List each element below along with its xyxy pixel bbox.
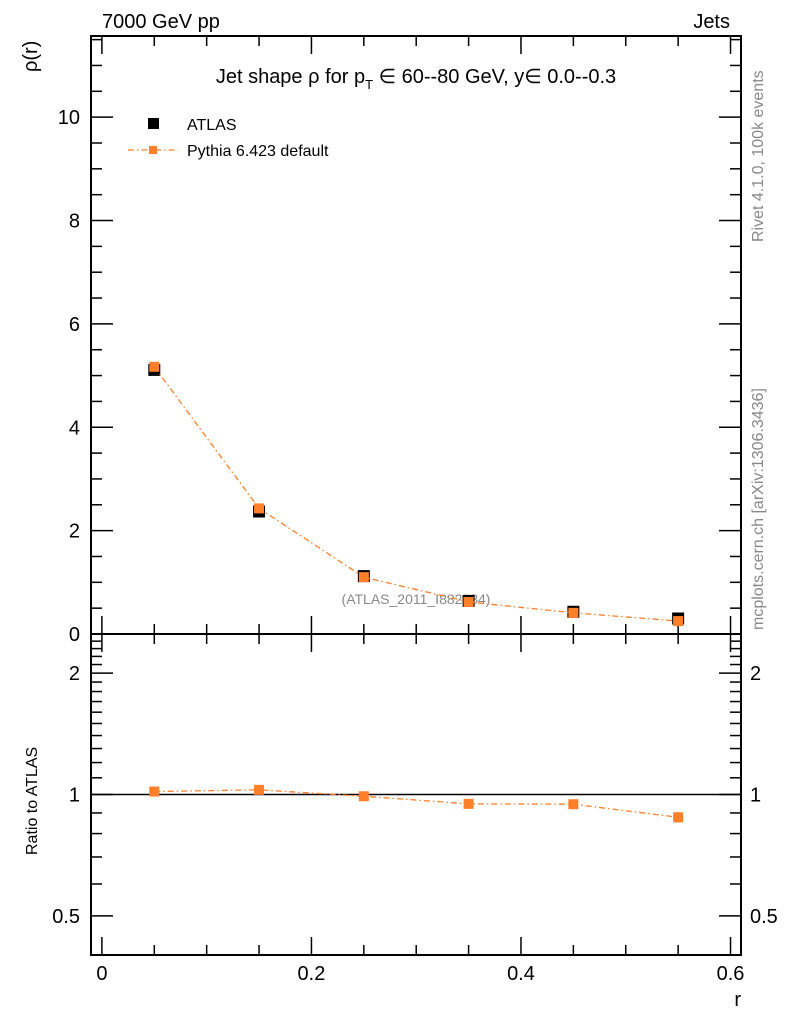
y-axis-label-ratio: Ratio to ATLAS (24, 747, 41, 855)
y-tick-label: 6 (69, 314, 80, 336)
legend-atlas-label: ATLAS (187, 117, 237, 134)
ratio-pythia-point (149, 786, 160, 797)
x-tick-label: 0.6 (717, 963, 745, 985)
legend-pythia-marker (149, 146, 157, 154)
ratio-y-tick-label-right: 2 (750, 663, 761, 685)
ratio-pythia-point (673, 812, 684, 823)
y-tick-label: 8 (69, 211, 80, 233)
x-tick-label: 0.2 (298, 963, 326, 985)
pythia-point (358, 572, 369, 583)
watermark: (ATLAS_2011_I882984) (342, 591, 491, 607)
ratio-pythia-point (358, 791, 369, 802)
side-label-mcplots: mcplots.cern.ch [arXiv:1306.3436] (750, 388, 767, 630)
pythia-point (149, 361, 160, 372)
x-axis-label: r (734, 989, 741, 1011)
legend: ATLAS Pythia 6.423 default (128, 117, 329, 160)
chart-title: Jet shape ρ for pT ∈ 60--80 GeV, y∈ 0.0-… (216, 66, 616, 92)
ratio-pythia-point (254, 784, 265, 795)
ratio-y-tick-label: 0.5 (52, 906, 80, 928)
ratio-y-tick-label-right: 0.5 (750, 906, 778, 928)
ratio-y-tick-label: 2 (69, 663, 80, 685)
ratio-pythia-point (463, 798, 474, 809)
ratio-pythia-point (568, 799, 579, 810)
ratio-y-tick-label-right: 1 (750, 785, 761, 807)
ratio-pythia-line (154, 789, 679, 818)
side-label-rivet: Rivet 4.1.0, 100k events (750, 70, 767, 242)
ratio-y-tick-label: 1 (69, 785, 80, 807)
y-tick-label: 0 (69, 624, 80, 646)
y-axis-label-main: ρ(r) (20, 41, 42, 72)
pythia-point (463, 596, 474, 607)
legend-atlas-marker (148, 118, 159, 129)
pythia-line (153, 366, 679, 622)
header-right: Jets (693, 11, 730, 33)
y-tick-label: 4 (69, 417, 80, 439)
legend-pythia-label: Pythia 6.423 default (187, 143, 329, 160)
y-tick-label: 2 (69, 521, 80, 543)
y-tick-label: 10 (58, 107, 80, 129)
x-tick-label: 0.4 (507, 963, 535, 985)
header-left: 7000 GeV pp (102, 11, 220, 33)
ratio-frame (90, 633, 742, 956)
x-tick-label: 0 (96, 963, 107, 985)
pythia-point (254, 503, 265, 514)
pythia-point (673, 616, 684, 627)
pythia-point (568, 607, 579, 618)
